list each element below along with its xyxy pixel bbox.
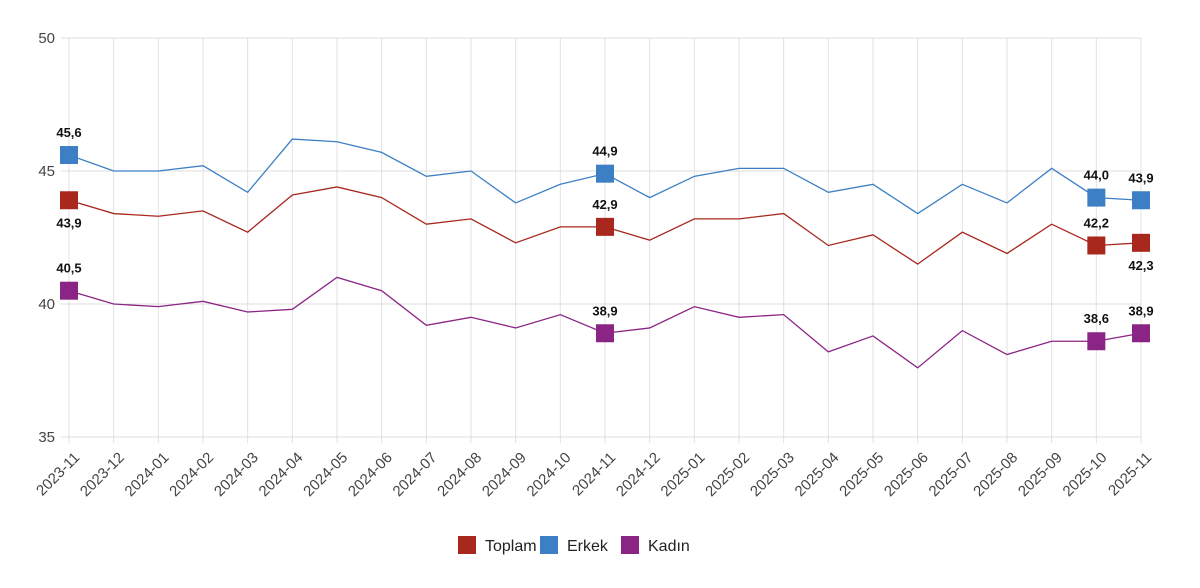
data-marker [60, 146, 78, 165]
legend-item-toplam: Toplam [458, 536, 537, 555]
data-label: 42,9 [592, 197, 617, 212]
data-label: 38,9 [1128, 303, 1153, 318]
legend-label: Erkek [567, 538, 609, 555]
data-marker [596, 324, 614, 343]
x-tick-label: 2023-12 [77, 449, 128, 500]
x-tick-label: 2025-07 [926, 449, 977, 500]
x-tick-label: 2025-01 [658, 449, 709, 500]
data-marker [1132, 233, 1150, 252]
series-markers: 43,9 42,9 42,2 42,3 45,6 44,9 44,0 43,9 40,5 38,9… [56, 125, 1154, 351]
x-tick-label: 2024-07 [390, 449, 441, 500]
x-axis: 2023-112023-122024-012024-022024-032024-… [33, 449, 1155, 500]
x-tick-label: 2024-09 [479, 449, 530, 500]
x-tick-label: 2024-05 [300, 449, 351, 500]
x-tick-label: 2024-02 [166, 449, 217, 500]
data-label: 38,6 [1084, 311, 1109, 326]
data-label: 44,9 [592, 144, 617, 159]
x-tick-label: 2025-11 [1105, 449, 1155, 499]
data-marker [1132, 191, 1150, 210]
x-tick-label: 2025-10 [1060, 449, 1111, 500]
data-marker [1087, 332, 1106, 351]
x-tick-label: 2024-12 [613, 449, 664, 500]
x-tick-label: 2025-03 [747, 449, 798, 500]
x-tick-label: 2025-08 [970, 449, 1021, 500]
legend-item-kadın: Kadın [621, 536, 690, 555]
x-tick-label: 2025-09 [1015, 449, 1066, 500]
x-tick-label: 2025-02 [702, 449, 753, 500]
x-tick-label: 2023-11 [33, 449, 83, 499]
data-marker [1087, 236, 1106, 255]
data-marker [596, 217, 614, 236]
data-marker [1132, 324, 1150, 343]
x-tick-label: 2025-06 [881, 449, 932, 500]
data-label: 40,5 [56, 261, 81, 276]
x-tick-label: 2024-11 [569, 449, 619, 499]
data-label: 42,2 [1084, 215, 1109, 230]
legend: Toplam Erkek Kadın [458, 536, 690, 555]
legend-swatch [458, 536, 476, 554]
y-tick-label: 45 [38, 163, 55, 180]
data-label: 45,6 [56, 125, 81, 140]
x-tick-label: 2024-10 [524, 449, 575, 500]
x-tick-label: 2024-04 [256, 449, 307, 500]
legend-label: Toplam [485, 538, 537, 555]
data-label: 43,9 [56, 215, 81, 230]
legend-swatch [621, 536, 639, 554]
x-tick-label: 2025-04 [792, 449, 843, 500]
data-label: 43,9 [1128, 170, 1153, 185]
y-tick-label: 40 [38, 296, 55, 313]
x-tick-label: 2024-06 [345, 449, 396, 500]
y-tick-label: 50 [38, 30, 55, 47]
legend-label: Kadın [648, 538, 690, 555]
data-label: 44,0 [1084, 168, 1109, 183]
data-marker [1087, 188, 1106, 207]
legend-item-erkek: Erkek [540, 536, 609, 555]
legend-swatch [540, 536, 558, 554]
data-marker [596, 164, 614, 183]
x-tick-label: 2024-01 [122, 449, 173, 500]
x-tick-label: 2025-05 [836, 449, 887, 500]
data-label: 38,9 [592, 303, 617, 318]
x-tick-label: 2024-03 [211, 449, 262, 500]
y-tick-label: 35 [38, 429, 55, 446]
x-tick-label: 2024-08 [434, 449, 485, 500]
y-axis: 35 40 45 50 [38, 30, 55, 446]
data-label: 42,3 [1128, 258, 1153, 273]
data-marker [60, 281, 78, 300]
data-marker [60, 191, 78, 210]
